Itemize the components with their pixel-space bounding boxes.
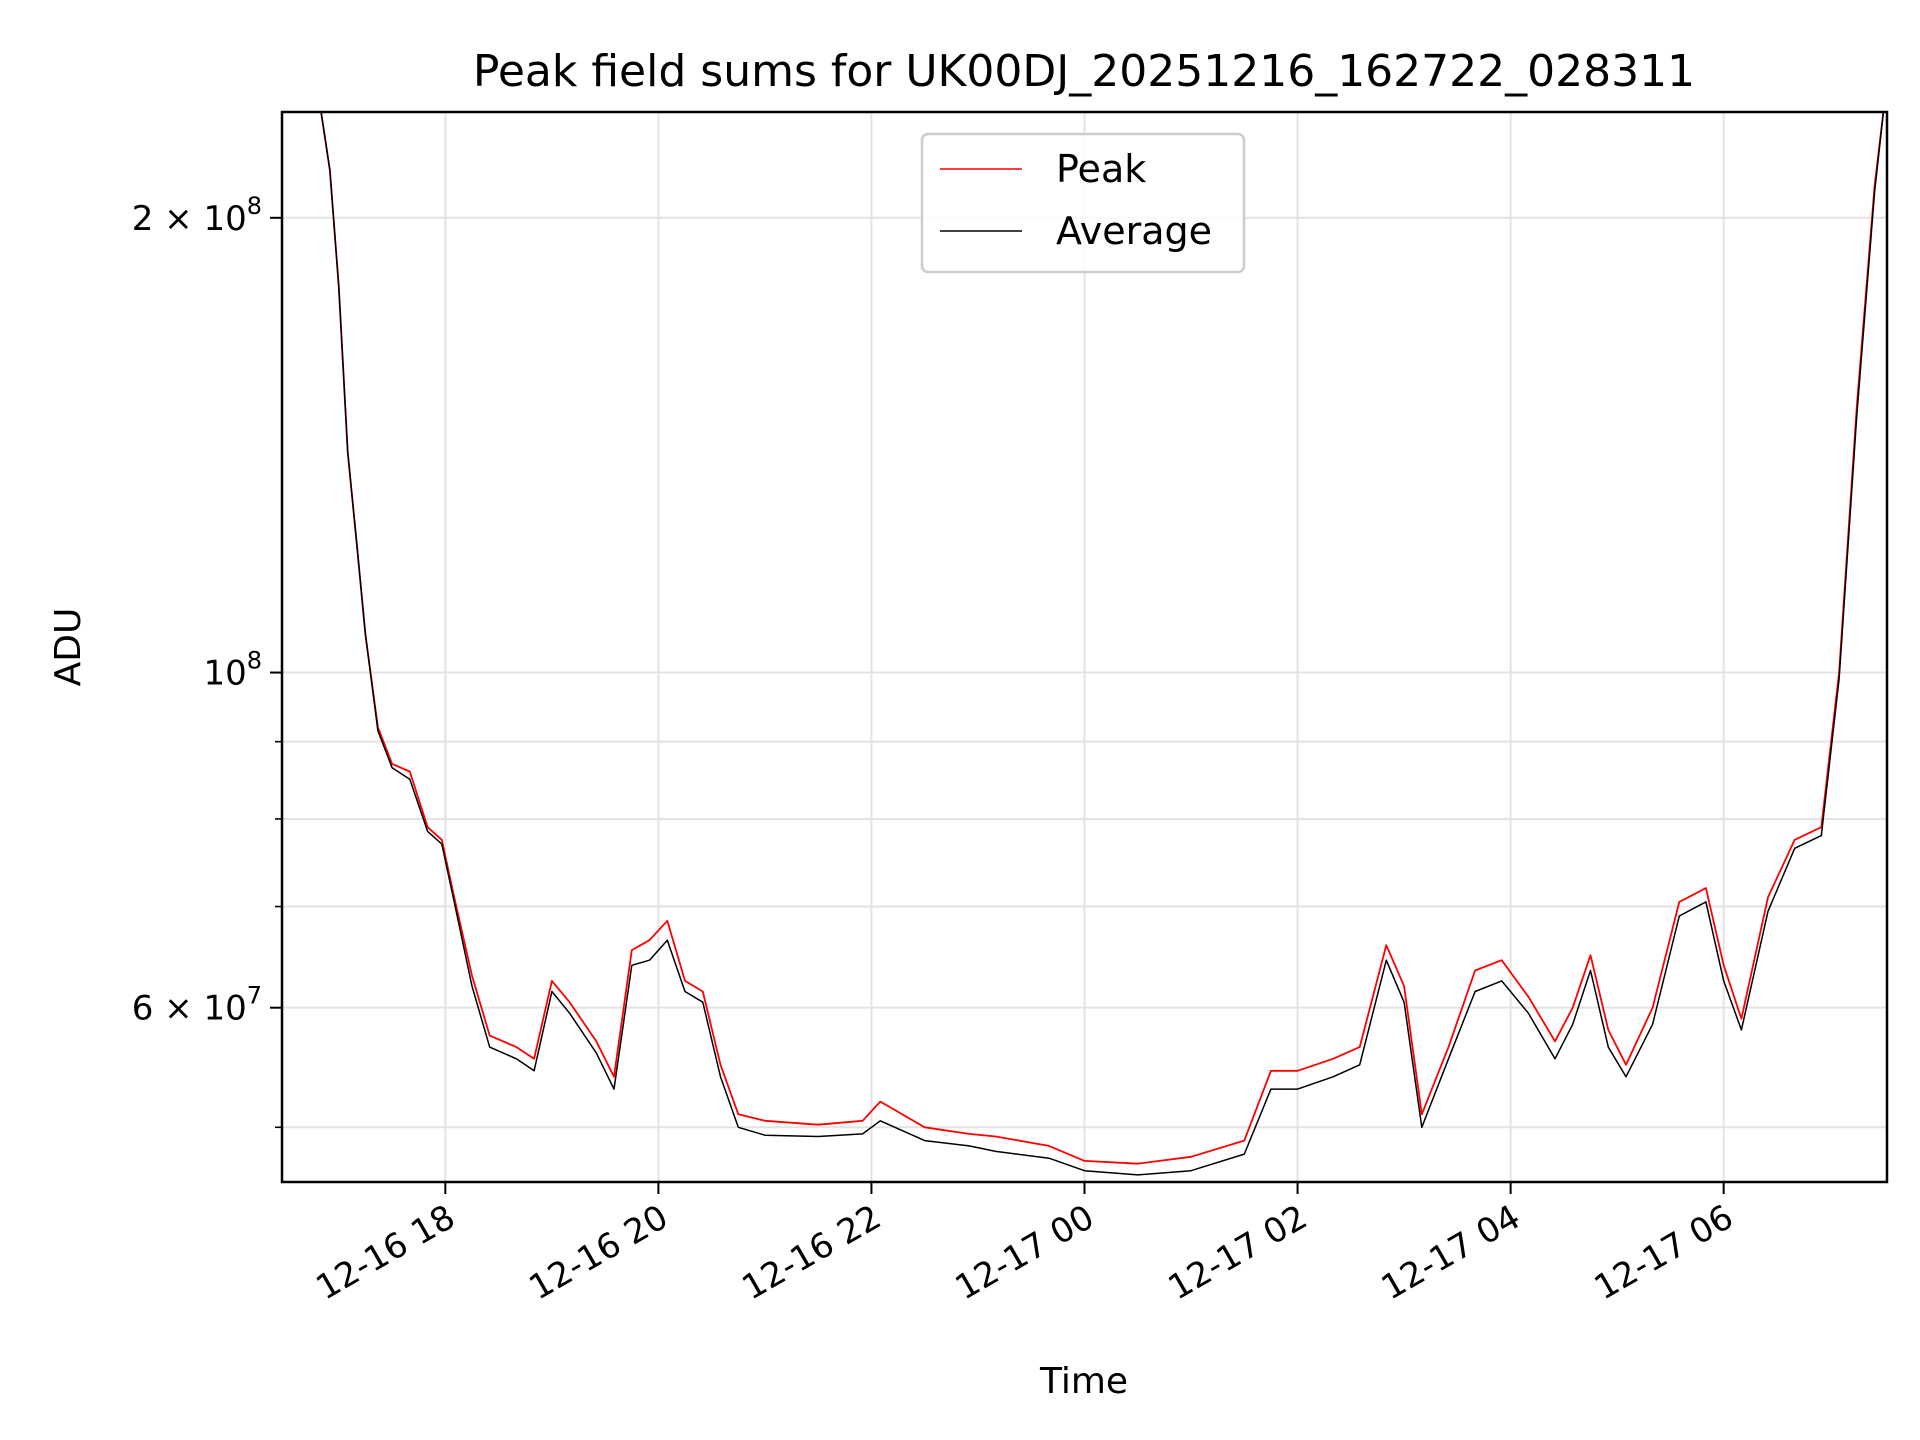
- x-axis-label: Time: [1039, 1361, 1128, 1402]
- y-axis-label: ADU: [48, 608, 89, 687]
- y-tick-label: 6 × 107: [132, 982, 262, 1029]
- y-tick-label: 108: [203, 647, 262, 694]
- series-line-peak: [320, 112, 1885, 1165]
- legend-label-average: Average: [1056, 209, 1212, 253]
- series-layer: [320, 112, 1885, 1176]
- legend: Peak Average: [920, 132, 1246, 274]
- legend-label-peak: Peak: [1056, 147, 1146, 191]
- y-tick-label: 2 × 108: [132, 192, 262, 239]
- series-line-average: [320, 112, 1885, 1176]
- chart-title: Peak field sums for UK00DJ_20251216_1627…: [473, 46, 1695, 97]
